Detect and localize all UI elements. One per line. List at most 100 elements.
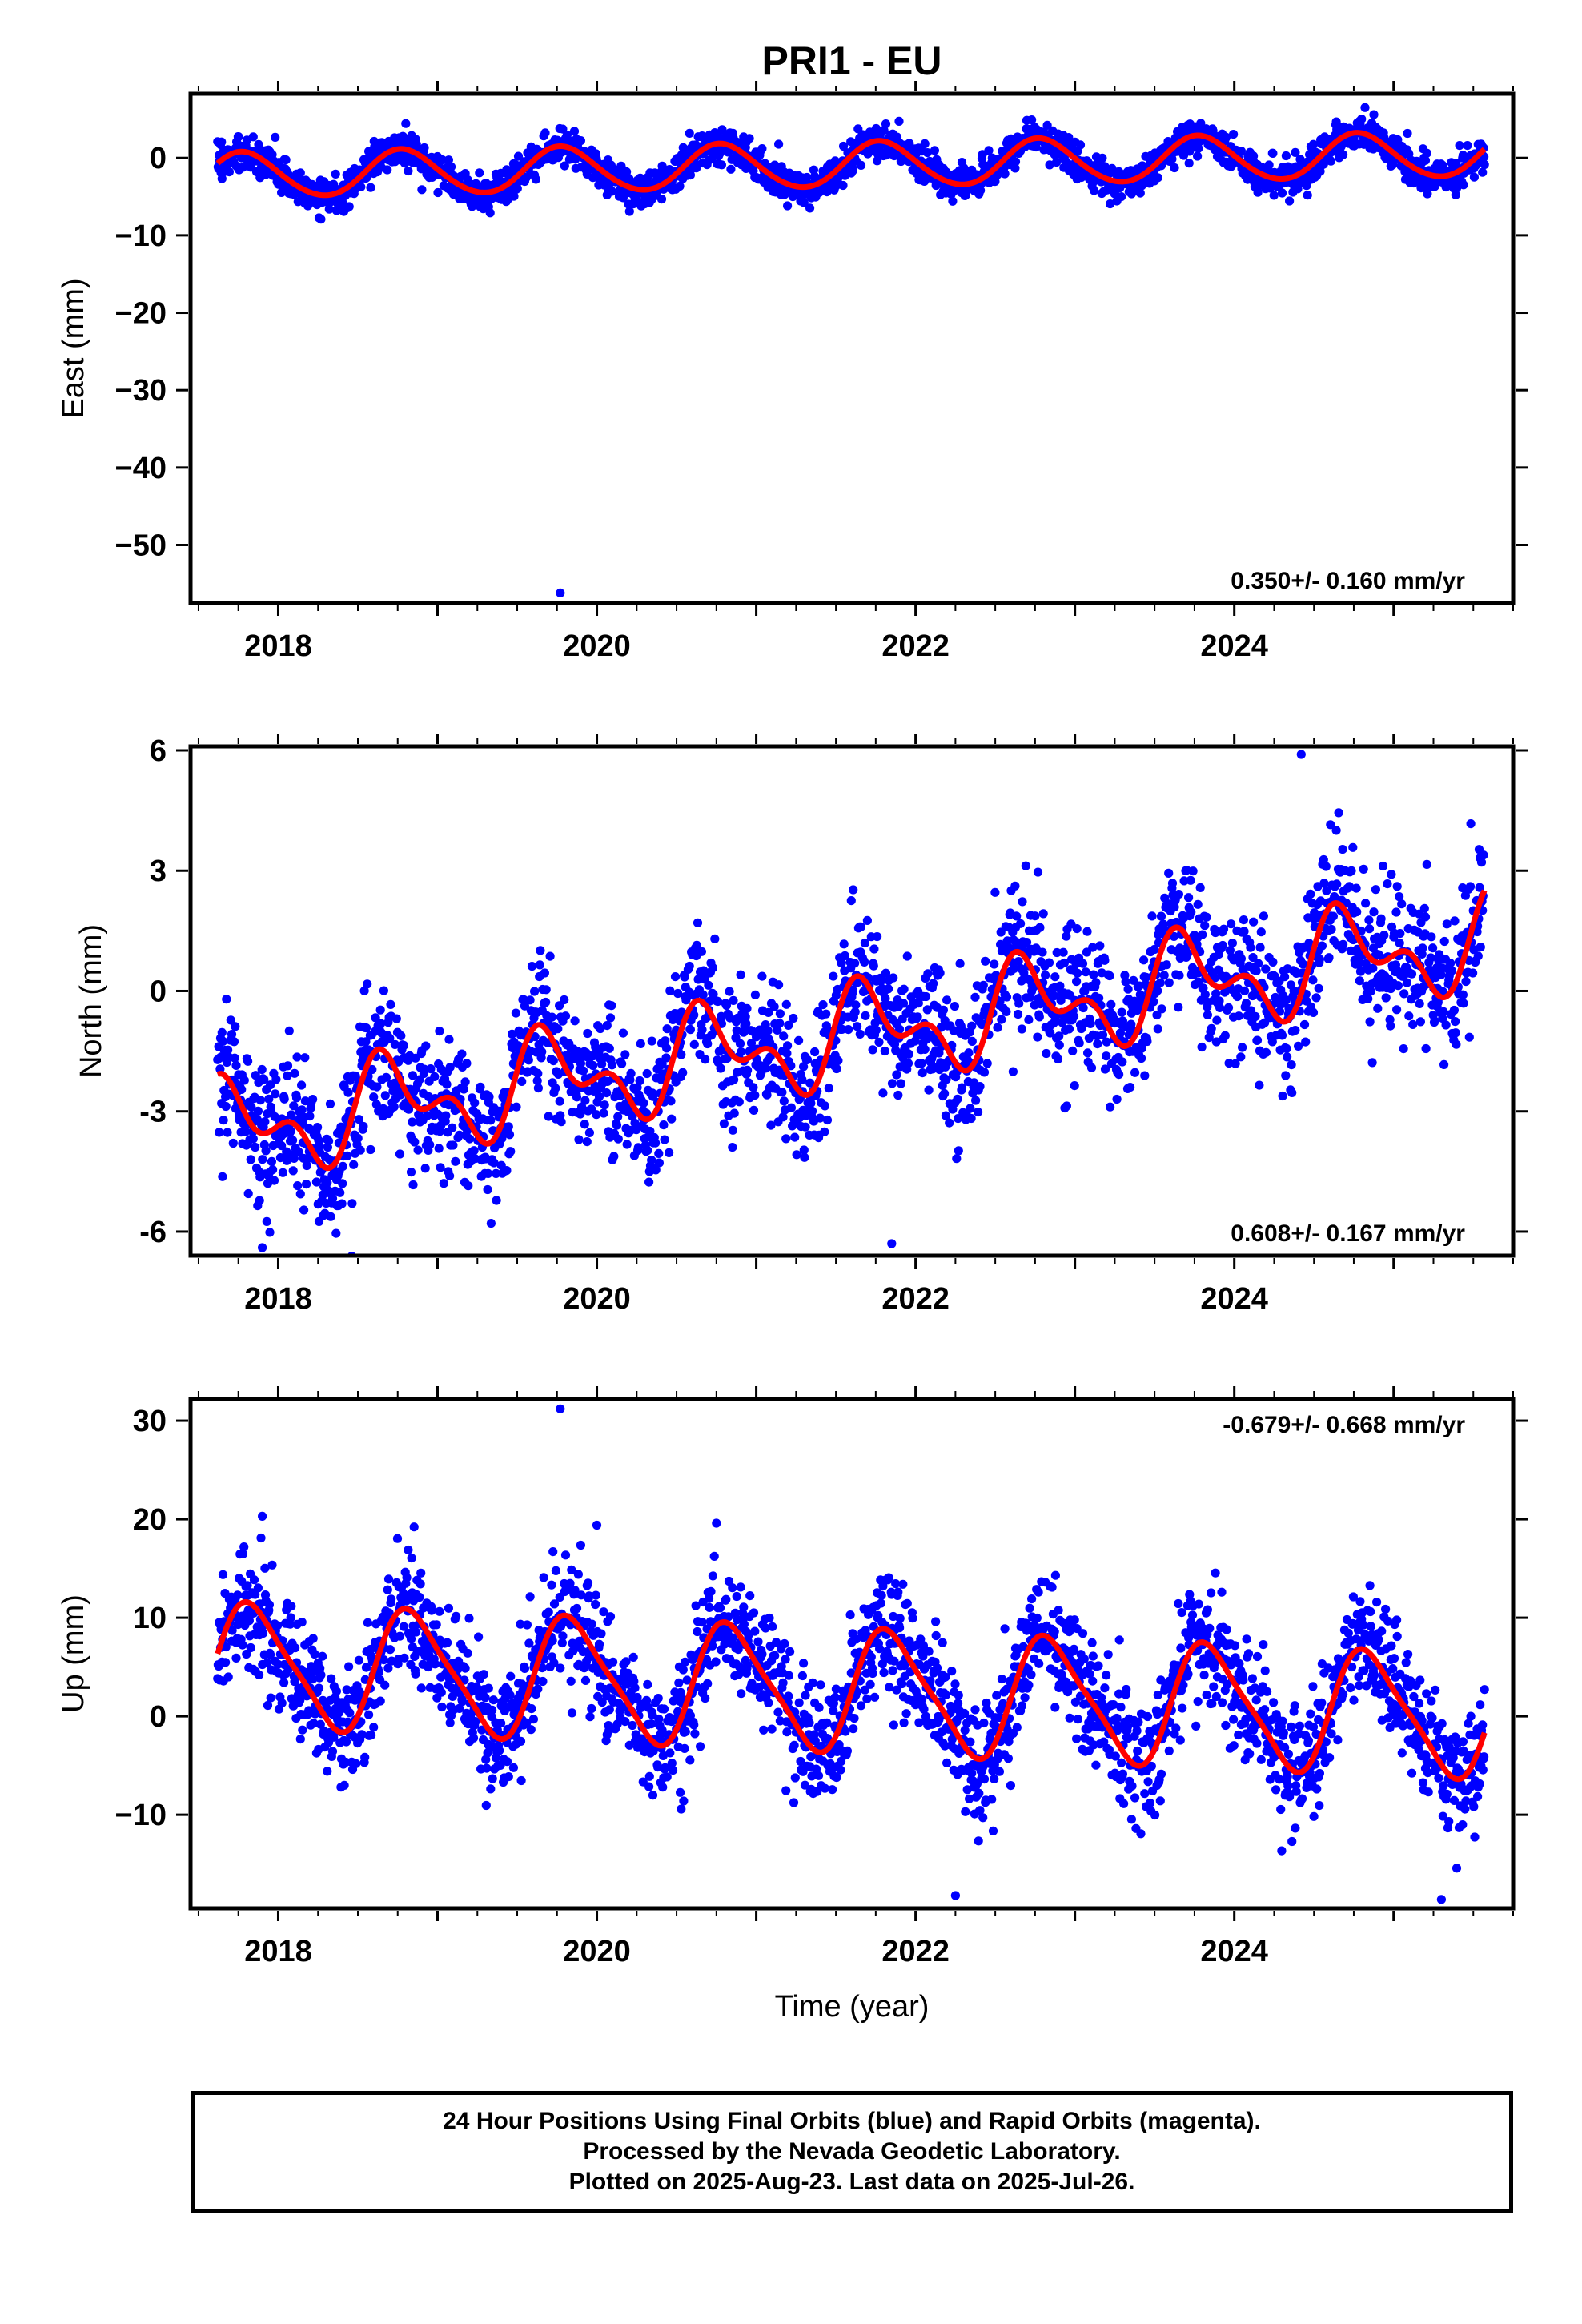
data-point bbox=[446, 162, 456, 171]
model-fit-line bbox=[215, 130, 1487, 199]
data-point bbox=[945, 1118, 954, 1128]
data-point bbox=[1013, 1009, 1023, 1019]
data-point bbox=[511, 1008, 521, 1018]
data-point bbox=[642, 1068, 652, 1079]
data-point bbox=[356, 182, 366, 191]
data-point bbox=[1254, 959, 1263, 968]
data-point bbox=[661, 1053, 671, 1063]
data-point bbox=[437, 155, 448, 165]
data-point bbox=[1264, 160, 1274, 170]
data-point bbox=[729, 995, 738, 1005]
data-point bbox=[766, 1120, 776, 1130]
data-point bbox=[1075, 140, 1086, 150]
data-point bbox=[955, 959, 965, 968]
data-point bbox=[1291, 147, 1300, 157]
data-point bbox=[1002, 992, 1012, 1002]
data-point bbox=[504, 1122, 513, 1132]
data-point bbox=[1106, 199, 1115, 209]
data-point bbox=[1140, 1071, 1150, 1080]
data-point bbox=[856, 160, 866, 170]
data-point bbox=[662, 1024, 672, 1034]
data-point bbox=[1158, 919, 1168, 929]
data-point bbox=[262, 1216, 271, 1226]
data-point bbox=[1018, 897, 1027, 907]
data-point bbox=[570, 1016, 580, 1026]
data-point bbox=[732, 1026, 741, 1035]
data-point bbox=[697, 131, 707, 141]
data-point bbox=[600, 1100, 609, 1110]
data-point bbox=[1231, 1059, 1240, 1068]
data-point bbox=[1159, 971, 1169, 980]
data-point bbox=[1198, 930, 1207, 939]
data-point bbox=[448, 1140, 458, 1150]
y-tick-label: 3 bbox=[150, 854, 167, 888]
data-point bbox=[775, 1009, 785, 1019]
data-point bbox=[251, 1142, 260, 1152]
data-point bbox=[1106, 999, 1116, 1009]
data-point bbox=[651, 1165, 661, 1175]
data-point bbox=[489, 1158, 499, 1168]
data-point bbox=[1156, 911, 1166, 921]
data-point bbox=[1317, 941, 1327, 951]
data-point bbox=[624, 207, 634, 216]
data-point bbox=[1126, 1019, 1136, 1029]
data-point bbox=[651, 1138, 661, 1148]
data-point bbox=[1194, 977, 1203, 987]
data-point bbox=[1326, 156, 1335, 166]
data-point bbox=[1050, 991, 1059, 1001]
data-point bbox=[217, 174, 227, 183]
data-point bbox=[551, 1084, 560, 1093]
data-point bbox=[1224, 1059, 1234, 1068]
data-point bbox=[1010, 163, 1020, 173]
data-point bbox=[1184, 893, 1194, 903]
data-point bbox=[305, 1112, 315, 1121]
data-point bbox=[459, 1084, 468, 1094]
data-point bbox=[1328, 911, 1338, 921]
data-point bbox=[1179, 876, 1189, 886]
data-point bbox=[1319, 879, 1329, 888]
data-point bbox=[247, 1102, 256, 1112]
data-point bbox=[1464, 1032, 1474, 1042]
data-point bbox=[544, 1112, 553, 1121]
data-point bbox=[248, 1134, 258, 1144]
data-point bbox=[783, 201, 793, 211]
data-point bbox=[1283, 1052, 1292, 1062]
chart-title: PRI1 - EU bbox=[761, 38, 942, 83]
data-point bbox=[609, 1152, 619, 1161]
data-point bbox=[1059, 958, 1069, 968]
data-point bbox=[1089, 186, 1099, 195]
data-point bbox=[366, 1144, 375, 1155]
data-point bbox=[1427, 932, 1436, 942]
data-point bbox=[445, 1063, 455, 1072]
data-point bbox=[423, 1111, 432, 1120]
data-point bbox=[735, 1039, 745, 1048]
data-point bbox=[685, 961, 694, 971]
data-point bbox=[1451, 190, 1460, 199]
data-point bbox=[219, 1116, 228, 1125]
data-point bbox=[647, 1156, 656, 1165]
data-point bbox=[617, 1059, 627, 1068]
data-point bbox=[517, 1076, 527, 1086]
data-point bbox=[1449, 1005, 1459, 1015]
data-point bbox=[820, 1127, 829, 1136]
data-point bbox=[430, 1072, 440, 1081]
data-point bbox=[237, 1084, 247, 1094]
data-point bbox=[599, 1108, 608, 1118]
data-point bbox=[1170, 163, 1179, 173]
data-point bbox=[1117, 192, 1126, 202]
data-point bbox=[1105, 971, 1114, 981]
data-point bbox=[1397, 899, 1407, 909]
data-point bbox=[391, 1014, 401, 1023]
data-point bbox=[537, 1047, 547, 1056]
data-point bbox=[355, 1145, 365, 1155]
data-point bbox=[1044, 958, 1054, 967]
data-point bbox=[863, 149, 873, 159]
data-point bbox=[643, 1146, 652, 1156]
model-fit-line bbox=[216, 889, 1488, 1172]
data-point bbox=[308, 1095, 318, 1104]
data-point bbox=[860, 938, 869, 948]
data-point bbox=[719, 1119, 729, 1128]
data-point bbox=[739, 1027, 749, 1037]
data-point bbox=[1210, 973, 1220, 983]
y-tick-label: 0 bbox=[150, 975, 167, 1008]
